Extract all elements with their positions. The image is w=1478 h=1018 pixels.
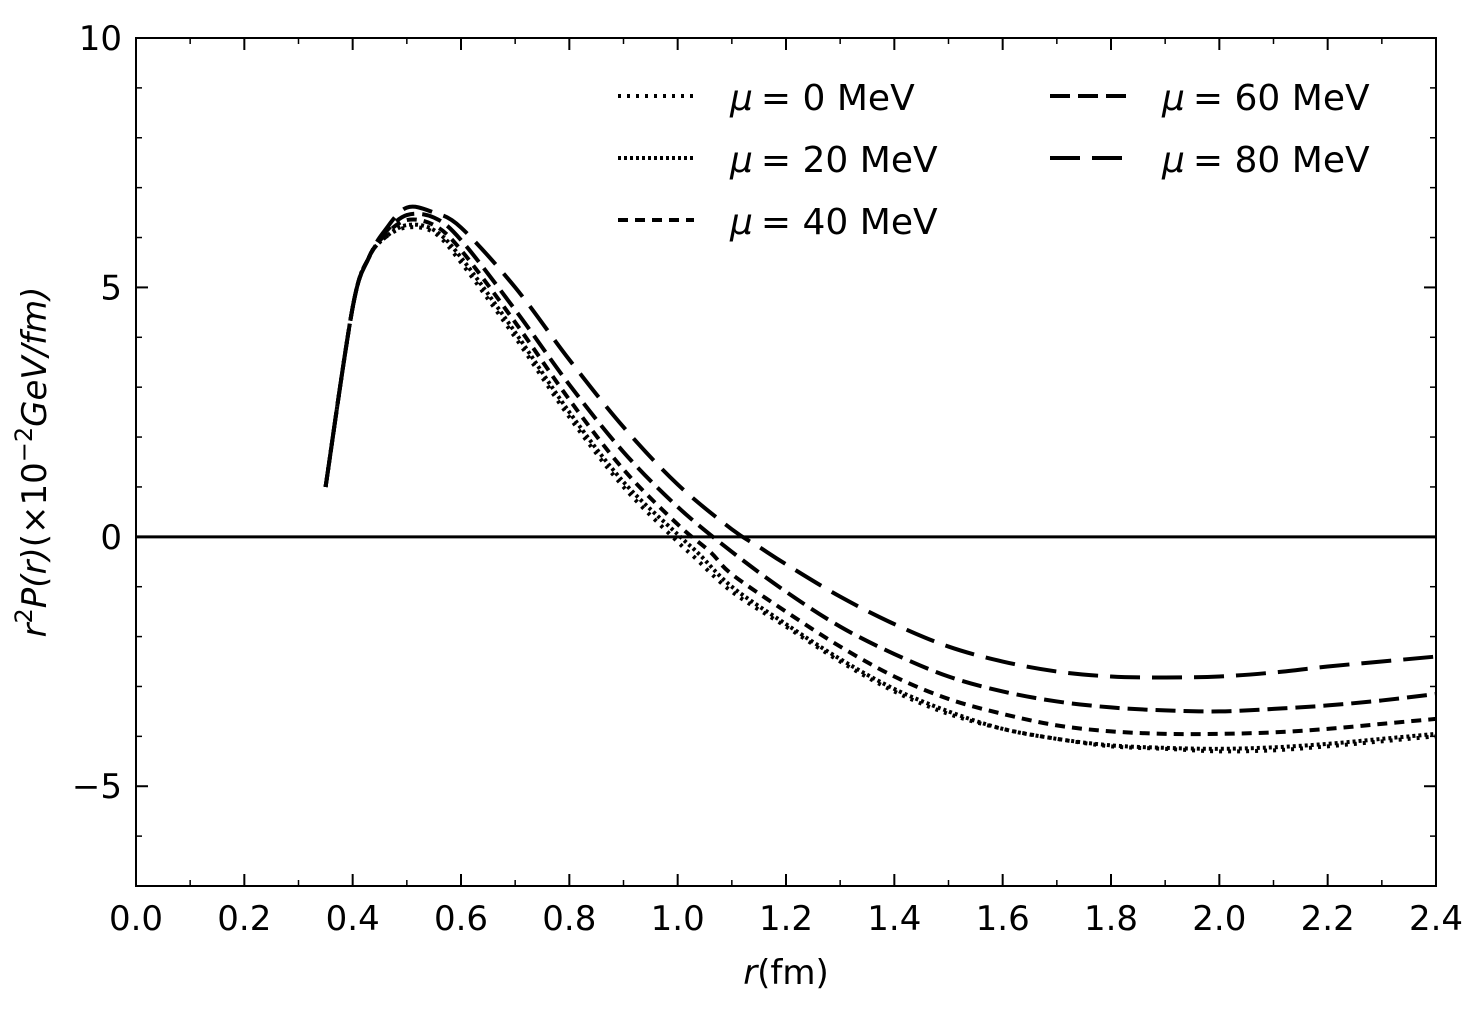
series-line-4: [323, 211, 1436, 714]
x-tick-label: 1.8: [1084, 899, 1138, 939]
y-tick-label: 0: [100, 518, 122, 558]
x-tick-label: 0.2: [217, 899, 271, 939]
x-tick-label: 2.0: [1192, 899, 1246, 939]
y-axis-label-part: GeV/fm): [15, 286, 55, 426]
x-tick-label: 0.8: [542, 899, 596, 939]
legend: μ = 0 MeV μ = 20 MeV μ = 40 MeV μ = 60 MeV μ = 80…: [618, 78, 1370, 243]
x-tick-label: 0.0: [109, 899, 163, 939]
x-axis-label-unit: (fm): [757, 953, 829, 993]
x-tick-label: 1.4: [867, 899, 921, 939]
plot-area: [323, 204, 1436, 754]
legend-label-3: μ = 40 MeV: [729, 202, 938, 243]
legend-label-2: μ = 20 MeV: [729, 140, 938, 181]
y-tick-label: 10: [79, 19, 122, 59]
series-line-5: [323, 204, 1436, 680]
x-tick-label: 1.0: [651, 899, 705, 939]
plot-frame: [135, 37, 1437, 887]
y-axis-label-part: P(r): [15, 547, 55, 608]
y-axis-label-part: r: [15, 622, 55, 638]
x-tick-label: 2.2: [1301, 899, 1355, 939]
y-axis-label-part: −2: [10, 427, 38, 462]
legend-label-1: μ = 0 MeV: [729, 78, 915, 119]
x-axis-label-var: r: [743, 953, 759, 993]
y-axis-label-part: 2: [10, 608, 38, 623]
x-tick-label: 0.6: [434, 899, 488, 939]
series-line-2: [323, 222, 1436, 751]
series-line-3: [323, 217, 1436, 737]
y-axis-label: r2P(r)(×10−2GeV/fm): [10, 286, 55, 637]
tick-labels: 0.0 0.2 0.4 0.6 0.8 1.0 1.2 1.4 1.6 1.8 2.0 2.2 2.4 −…: [72, 19, 1463, 939]
legend-label-4: μ = 60 MeV: [1161, 78, 1370, 119]
series-layer: [323, 204, 1436, 754]
x-axis-label: r(fm): [743, 953, 829, 993]
x-tick-label: 2.4: [1409, 899, 1463, 939]
y-tick-label: 5: [100, 268, 122, 308]
x-tick-label: 0.4: [326, 899, 380, 939]
legend-label-5: μ = 80 MeV: [1161, 140, 1370, 181]
y-axis-label-part: (×10: [15, 462, 55, 547]
x-tick-label: 1.6: [976, 899, 1030, 939]
x-tick-label: 1.2: [759, 899, 813, 939]
y-tick-label: −5: [72, 767, 122, 807]
